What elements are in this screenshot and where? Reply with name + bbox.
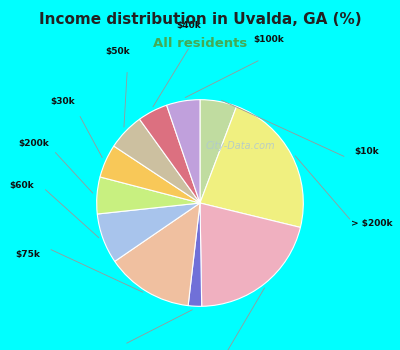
Text: $200k: $200k xyxy=(18,139,49,148)
Wedge shape xyxy=(167,100,200,203)
Text: $40k: $40k xyxy=(176,21,201,29)
Wedge shape xyxy=(97,203,200,261)
Wedge shape xyxy=(188,203,202,306)
Text: > $200k: > $200k xyxy=(352,219,393,228)
Wedge shape xyxy=(97,177,200,214)
Text: $75k: $75k xyxy=(15,250,40,259)
Wedge shape xyxy=(200,100,236,203)
Wedge shape xyxy=(100,146,200,203)
Text: $10k: $10k xyxy=(354,147,379,156)
Text: All residents: All residents xyxy=(153,37,247,50)
Text: $60k: $60k xyxy=(10,181,34,190)
Text: $30k: $30k xyxy=(50,98,74,106)
Wedge shape xyxy=(140,105,200,203)
Text: City-Data.com: City-Data.com xyxy=(206,141,275,150)
Wedge shape xyxy=(200,106,303,228)
Wedge shape xyxy=(115,203,200,306)
Text: $50k: $50k xyxy=(105,47,130,56)
Wedge shape xyxy=(114,119,200,203)
Wedge shape xyxy=(200,203,300,306)
Text: $100k: $100k xyxy=(254,35,284,44)
Text: Income distribution in Uvalda, GA (%): Income distribution in Uvalda, GA (%) xyxy=(39,12,361,27)
